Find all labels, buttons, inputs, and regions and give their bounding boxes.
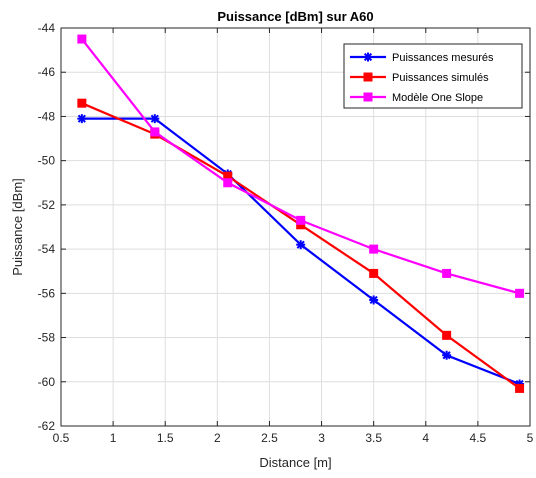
data-point [515, 383, 525, 393]
y-tick-label: -50 [38, 154, 56, 168]
y-tick-label: -62 [38, 419, 56, 433]
data-point [369, 244, 379, 254]
data-point [369, 295, 379, 305]
x-tick-label: 3 [318, 431, 325, 445]
x-tick-label: 0.5 [53, 431, 70, 445]
y-tick-label: -52 [38, 198, 56, 212]
x-tick-label: 2.5 [261, 431, 278, 445]
series-line [81, 117, 520, 386]
legend-label: Modèle One Slope [392, 92, 483, 104]
data-point [150, 127, 160, 137]
legend-entries: Puissances mesurés Puissances simulés Modè… [350, 52, 494, 104]
legend-entry: Modèle One Slope [350, 92, 483, 104]
x-axis-title: Distance [m] [259, 455, 331, 470]
x-tick-label: 5 [527, 431, 534, 445]
data-point [77, 34, 87, 44]
x-tick-label: 3.5 [365, 431, 382, 445]
legend-entry: Puissances simulés [350, 72, 489, 84]
data-point [77, 114, 87, 124]
data-point [442, 268, 452, 278]
data-point [296, 240, 306, 250]
legend-label: Puissances simulés [392, 72, 489, 84]
y-tick-label: -54 [38, 242, 56, 256]
x-tick-label: 4 [422, 431, 429, 445]
data-point [442, 350, 452, 360]
data-point [223, 178, 233, 188]
y-tick-label: -60 [38, 375, 56, 389]
legend-marker [363, 72, 373, 82]
y-tick-label: -48 [38, 109, 56, 123]
data-point [515, 288, 525, 298]
series-layer [77, 34, 525, 393]
data-point [77, 98, 87, 108]
series-2 [77, 34, 525, 298]
legend-label: Puissances mesurés [392, 52, 494, 64]
y-tick-label: -46 [38, 65, 56, 79]
plot-frame [60, 27, 531, 427]
y-tick-label: -58 [38, 331, 56, 345]
y-axis-title: Puissance [dBm] [10, 178, 25, 276]
x-tick-label: 1.5 [157, 431, 174, 445]
legend-marker [363, 92, 373, 102]
y-tick-label: -44 [38, 21, 56, 35]
chart-title: Puissance [dBm] sur A60 [217, 9, 373, 24]
legend: Puissances mesurés Puissances simulés Modè… [343, 43, 523, 109]
ticks: 0.5 1 1.5 2 2.5 3 3.5 4 4.5 5 -62 -60 -58 -56 -54 -52 -5… [38, 21, 534, 445]
legend-marker [363, 52, 373, 62]
data-point [369, 268, 379, 278]
data-point [442, 330, 452, 340]
data-point [150, 114, 160, 124]
y-tick-label: -56 [38, 286, 56, 300]
x-tick-label: 2 [214, 431, 221, 445]
legend-entry: Puissances mesurés [350, 52, 494, 64]
series-0 [77, 114, 525, 389]
x-tick-label: 4.5 [470, 431, 487, 445]
data-point [296, 215, 306, 225]
x-tick-label: 1 [110, 431, 117, 445]
